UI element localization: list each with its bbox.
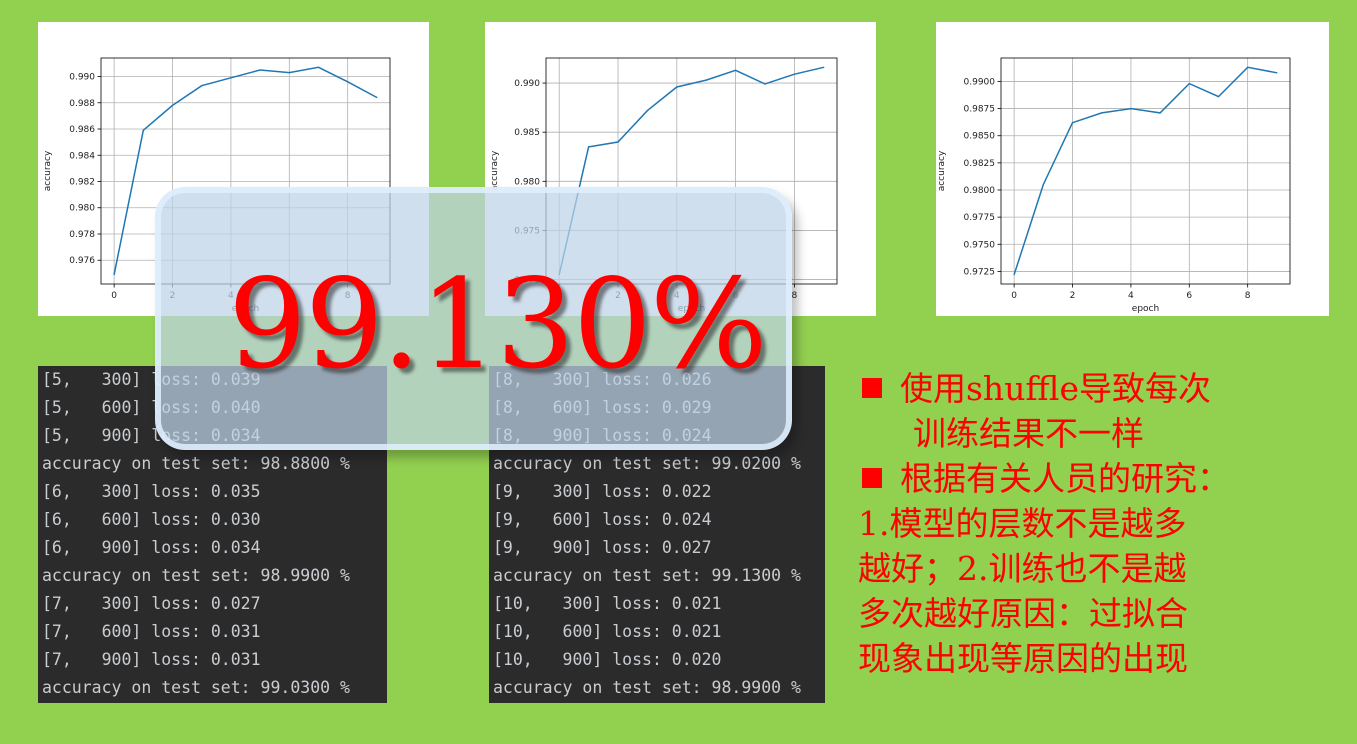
y-tick-label: 0.9725 (964, 267, 996, 277)
note-text: 使用shuffle导致每次 (900, 369, 1211, 408)
x-tick-label: 4 (1128, 291, 1134, 301)
data-point (1159, 112, 1161, 114)
console-line: [10, 900] loss: 0.020 (493, 650, 722, 669)
data-point (288, 71, 290, 74)
y-tick-label: 0.982 (69, 177, 95, 187)
x-tick-label: 2 (1070, 291, 1076, 301)
data-point (1217, 96, 1220, 98)
console-line: [7, 300] loss: 0.027 (42, 594, 261, 613)
x-axis-label: epoch (1132, 304, 1159, 314)
console-output-left: [5, 300] loss: 0.039 [5, 600] loss: 0.040… (38, 366, 387, 703)
y-tick-label: 0.980 (514, 177, 540, 187)
console-line: accuracy on test set: 98.9900 % (42, 566, 350, 585)
data-point (734, 69, 737, 71)
y-tick-label: 0.990 (69, 73, 95, 83)
data-point (1013, 274, 1015, 276)
data-point (1247, 66, 1249, 68)
note-bullet-1-cont: 训练结果不一样 (858, 411, 1328, 456)
console-line: [10, 600] loss: 0.021 (493, 622, 722, 641)
y-tick-label: 0.9775 (964, 213, 996, 223)
console-line: [10, 300] loss: 0.021 (493, 594, 722, 613)
y-axis-label: accuracy (43, 150, 53, 191)
best-accuracy-headline: 99.130% (228, 253, 768, 397)
y-tick-label: 0.9875 (964, 105, 996, 115)
y-tick-label: 0.980 (69, 204, 95, 214)
data-point (1188, 83, 1190, 85)
notes-panel: 使用shuffle导致每次 训练结果不一样 根据有关人员的研究： 1.模型的层数… (858, 366, 1328, 681)
console-line: [7, 600] loss: 0.031 (42, 622, 261, 641)
console-line: [6, 900] loss: 0.034 (42, 538, 261, 557)
data-point (347, 81, 349, 83)
y-tick-label: 0.9825 (964, 159, 996, 169)
data-point (1042, 183, 1044, 186)
y-tick-label: 0.9800 (964, 186, 996, 196)
accuracy-plot-3: 0 2 4 6 8 0.9725 0.9750 0.9775 0.9800 0.9825 0.985… (936, 22, 1329, 316)
x-tick-label: 0 (111, 291, 117, 301)
data-point (676, 86, 678, 88)
note-bullet-2: 根据有关人员的研究： (858, 456, 1328, 501)
y-axis-label: accuracy (490, 150, 500, 191)
y-tick-label: 0.976 (69, 256, 95, 266)
y-tick-label: 0.9900 (964, 77, 996, 87)
note-text: 根据有关人员的研究： (900, 459, 1230, 498)
note-line: 多次越好原因：过拟合 (858, 594, 1188, 633)
highlight-overlay (155, 187, 792, 450)
x-tick-label: 0 (1011, 291, 1017, 301)
console-line: [9, 300] loss: 0.022 (493, 482, 712, 501)
x-tick-label: 8 (1245, 291, 1251, 301)
accuracy-series-line (558, 66, 824, 275)
console-line: [9, 900] loss: 0.027 (493, 538, 712, 557)
x-tick-label: 6 (1186, 291, 1192, 301)
console-line: accuracy on test set: 99.0200 % (493, 454, 801, 473)
accuracy-series-line (1013, 66, 1278, 275)
console-line: [7, 900] loss: 0.031 (42, 650, 261, 669)
note-line: 越好；2.训练也不是越 (858, 549, 1187, 588)
y-tick-label: 0.978 (69, 230, 95, 240)
accuracy-series-line (113, 66, 378, 275)
plot-frame (1000, 57, 1291, 285)
data-point (259, 69, 261, 71)
y-tick-label: 0.988 (69, 99, 95, 109)
data-point (376, 96, 378, 99)
data-point (113, 274, 115, 276)
data-point (1101, 112, 1103, 114)
data-point (764, 83, 766, 85)
y-tick-label: 0.984 (69, 151, 95, 161)
data-point (617, 141, 619, 143)
console-line: accuracy on test set: 98.9900 % (493, 678, 801, 697)
data-point (646, 109, 649, 112)
data-point (171, 104, 174, 106)
square-bullet-icon (862, 378, 882, 398)
data-point (793, 73, 795, 75)
accuracy-chart-3: 0 2 4 6 8 0.9725 0.9750 0.9775 0.9800 0.9825 0.985… (937, 57, 1291, 314)
console-line: [6, 300] loss: 0.035 (42, 482, 261, 501)
note-line: 1.模型的层数不是越多 (858, 504, 1187, 543)
data-point (230, 77, 232, 79)
console-line: accuracy on test set: 99.0300 % (42, 678, 350, 697)
y-tick-label: 0.9750 (964, 240, 996, 250)
note-text: 训练结果不一样 (913, 414, 1144, 453)
console-line: accuracy on test set: 99.1300 % (493, 566, 801, 585)
y-tick-label: 0.986 (69, 125, 95, 135)
y-axis-label: accuracy (937, 150, 947, 191)
console-line: [9, 600] loss: 0.024 (493, 510, 712, 529)
data-point (317, 66, 320, 68)
note-bullet-1: 使用shuffle导致每次 (858, 366, 1328, 411)
note-line: 现象出现等原因的出现 (858, 639, 1188, 678)
console-line: accuracy on test set: 98.8800 % (42, 454, 350, 473)
x-tick-label: 8 (792, 291, 798, 301)
data-point (588, 146, 590, 148)
data-point (142, 129, 144, 131)
data-point (705, 79, 707, 81)
square-bullet-icon (862, 468, 882, 488)
data-point (823, 66, 825, 68)
y-tick-label: 0.9850 (964, 132, 996, 142)
y-tick-label: 0.990 (514, 79, 540, 89)
y-tick-label: 0.985 (514, 128, 540, 138)
console-line: [6, 600] loss: 0.030 (42, 510, 261, 529)
data-point (1276, 72, 1278, 74)
data-point (201, 85, 203, 87)
data-point (1130, 107, 1132, 110)
data-point (1071, 122, 1074, 124)
